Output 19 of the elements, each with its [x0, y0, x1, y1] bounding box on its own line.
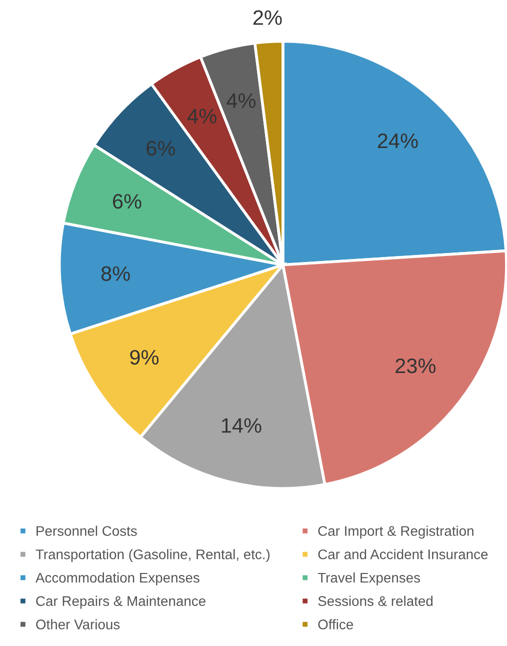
- data-label: 2%: [253, 10, 282, 25]
- legend-label: Car and Accident Insurance: [318, 549, 488, 560]
- data-label: 6%: [146, 140, 175, 156]
- legend-label: Sessions & related: [318, 596, 432, 606]
- legend-label: Personnel Costs: [36, 526, 137, 536]
- legend-label: Car Import & Registration: [318, 526, 474, 539]
- data-label: 6%: [113, 194, 142, 209]
- legend-label: Car Repairs & Maintenance: [36, 596, 206, 609]
- legend-label: Travel Expenses: [318, 572, 420, 586]
- legend-label: Accommodation Expenses: [35, 572, 200, 586]
- data-label: 8%: [101, 266, 130, 281]
- legend-label: Transportation (Gasoline, Rental, etc.): [36, 549, 270, 562]
- data-label: 9%: [130, 350, 159, 365]
- data-label: 24%: [378, 133, 418, 148]
- data-label: 23%: [396, 358, 436, 374]
- legend-label: Office: [318, 619, 354, 630]
- data-label: 4%: [188, 108, 216, 124]
- data-label: 14%: [222, 418, 262, 433]
- legend-label: Other Various: [36, 619, 120, 630]
